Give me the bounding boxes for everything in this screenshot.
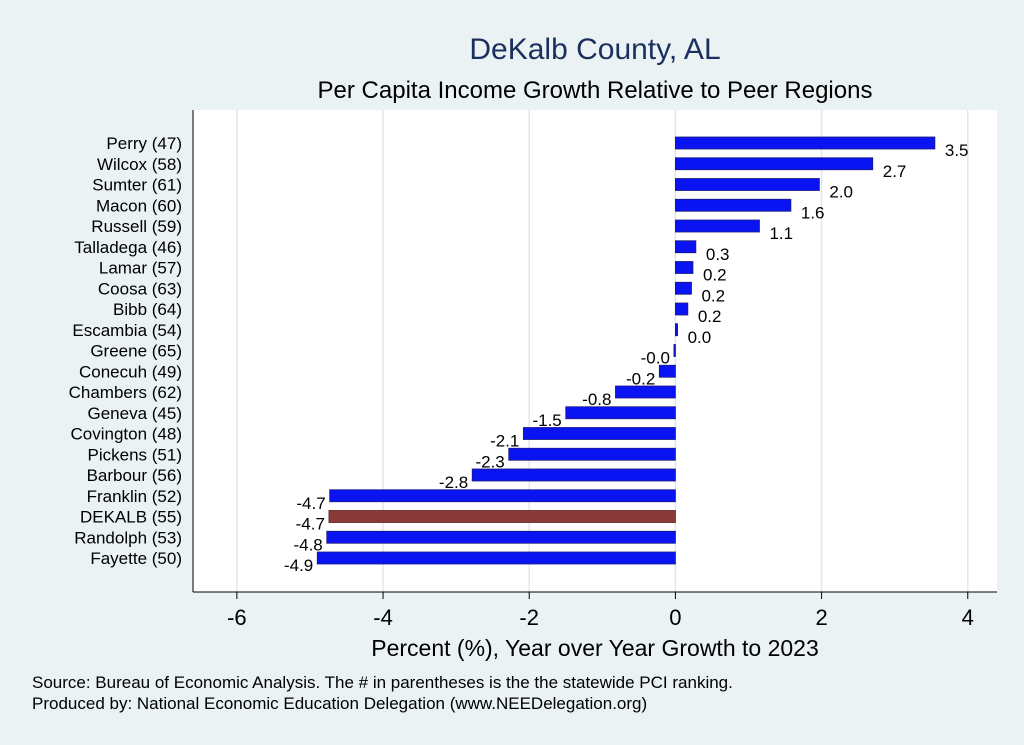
x-axis-ticks: -6 -4 -2 0 2 4	[227, 592, 974, 630]
category-label: Coosa (63)	[98, 279, 182, 298]
value-label: -4.7	[296, 515, 325, 534]
value-label: -0.0	[641, 349, 670, 368]
category-label: Bibb (64)	[113, 300, 182, 319]
value-label: -4.8	[293, 535, 322, 554]
category-label: Escambia (54)	[72, 321, 182, 340]
x-tick-label: -6	[227, 605, 247, 630]
bar	[316, 551, 676, 565]
category-label: Sumter (61)	[92, 176, 182, 195]
bar-highlight	[328, 510, 676, 523]
bar	[522, 427, 676, 440]
category-label: Barbour (56)	[87, 466, 182, 485]
source-note: Source: Bureau of Economic Analysis. The…	[32, 673, 733, 692]
category-labels: Perry (47) Wilcox (58) Sumter (61)Macon (6…	[69, 134, 182, 568]
category-label: Perry (47)	[106, 134, 182, 153]
category-label: DEKALB (55)	[80, 508, 182, 527]
bar	[675, 323, 678, 337]
x-tick-label: 4	[962, 605, 974, 630]
value-label: 3.5	[945, 141, 969, 160]
category-label: Lamar (57)	[99, 259, 182, 278]
bar	[675, 136, 936, 150]
bar	[675, 157, 874, 171]
value-label: 1.6	[801, 203, 825, 222]
chart-title: DeKalb County, AL	[469, 33, 720, 66]
value-label: -1.5	[532, 411, 561, 430]
bar	[658, 364, 676, 378]
x-axis-label: Percent (%), Year over Year Growth to 20…	[371, 635, 819, 661]
category-label: Geneva (45)	[88, 404, 183, 423]
x-tick-label: -4	[373, 605, 393, 630]
category-label: Wilcox (58)	[97, 155, 182, 174]
bar	[675, 240, 697, 254]
category-label: Talladega (46)	[74, 238, 182, 257]
value-label: 0.3	[706, 245, 730, 264]
bar	[675, 198, 792, 212]
bar	[508, 447, 676, 461]
value-labels: 3.52.72.01.61.10.30.20.20.20.0-0.0-0.2-0…	[284, 141, 969, 575]
chart-subtitle: Per Capita Income Growth Relative to Pee…	[318, 77, 873, 104]
bar	[675, 261, 694, 274]
bar	[565, 406, 676, 420]
x-tick-label: 0	[669, 605, 681, 630]
bar	[329, 489, 676, 503]
category-label: Pickens (51)	[88, 445, 182, 464]
category-label: Franklin (52)	[87, 487, 182, 506]
x-tick-label: -2	[519, 605, 539, 630]
producer-note: Produced by: National Economic Education…	[32, 694, 647, 713]
value-label: -0.8	[582, 390, 611, 409]
value-label: 1.1	[769, 224, 793, 243]
value-label: -4.7	[296, 494, 325, 513]
bar	[675, 281, 692, 295]
category-label: Fayette (50)	[90, 549, 182, 568]
category-label: Conecuh (49)	[79, 362, 182, 381]
category-label: Greene (65)	[90, 342, 182, 361]
bar	[673, 344, 676, 357]
bar	[471, 468, 676, 482]
category-label: Randolph (53)	[74, 528, 182, 547]
value-label: 0.2	[698, 307, 722, 326]
bar	[615, 385, 676, 399]
value-label: -2.3	[475, 452, 504, 471]
category-label: Macon (60)	[96, 196, 182, 215]
bar	[675, 302, 689, 316]
value-label: 2.7	[883, 162, 907, 181]
category-label: Russell (59)	[91, 217, 182, 236]
x-tick-label: 2	[815, 605, 827, 630]
value-label: 2.0	[829, 183, 853, 202]
category-label: Chambers (62)	[69, 383, 182, 402]
bars	[316, 136, 936, 565]
value-label: -4.9	[284, 556, 313, 575]
value-label: 0.0	[688, 328, 712, 347]
value-label: -0.2	[626, 369, 655, 388]
value-label: -2.1	[490, 432, 519, 451]
value-label: 0.2	[703, 266, 727, 285]
value-label: 0.2	[701, 286, 725, 305]
value-label: -2.8	[439, 473, 468, 492]
bar	[326, 530, 676, 544]
bar	[675, 178, 820, 191]
category-label: Covington (48)	[70, 425, 182, 444]
bar	[675, 219, 760, 233]
